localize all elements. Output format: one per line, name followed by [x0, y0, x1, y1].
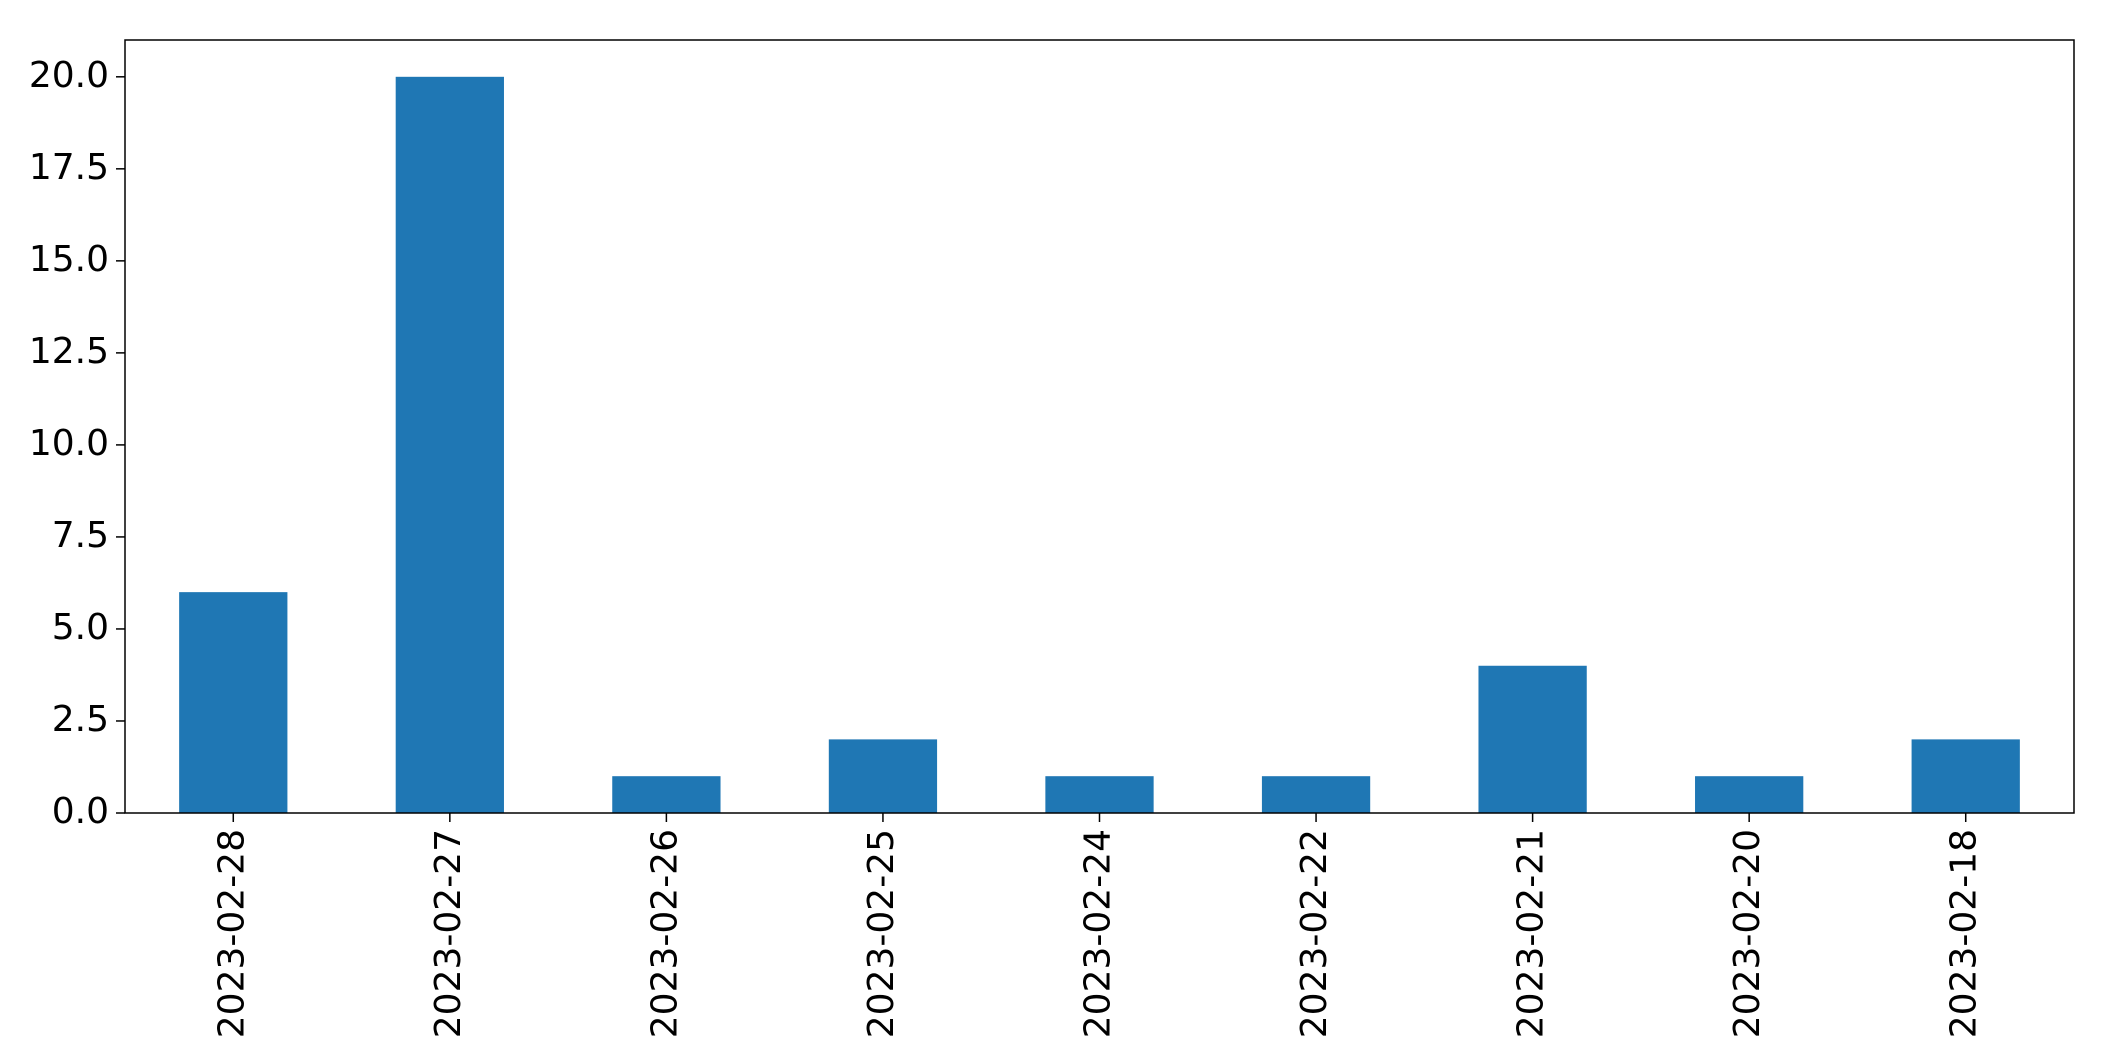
x-tick-label: 2023-02-20: [1727, 829, 1768, 1038]
x-tick-label: 2023-02-25: [861, 829, 902, 1038]
y-tick-label: 20.0: [29, 55, 109, 96]
bar: [395, 76, 504, 814]
bar: [1478, 665, 1587, 813]
x-tick-label: 2023-02-28: [211, 829, 252, 1038]
y-tick-label: 12.5: [29, 331, 109, 372]
x-tick-label: 2023-02-18: [1944, 829, 1985, 1038]
bar: [179, 592, 288, 813]
bar: [612, 776, 721, 813]
x-tick-label: 2023-02-21: [1511, 829, 1552, 1038]
y-tick-label: 5.0: [52, 607, 109, 648]
y-tick-label: 7.5: [52, 515, 109, 556]
y-tick-label: 0.0: [52, 791, 109, 832]
y-tick-label: 15.0: [29, 239, 109, 280]
x-tick-label: 2023-02-26: [644, 829, 685, 1038]
y-tick-label: 17.5: [29, 147, 109, 188]
bar: [1911, 739, 2020, 813]
bar: [828, 739, 938, 813]
x-tick-label: 2023-02-24: [1078, 829, 1119, 1038]
plot-frame: [124, 39, 2075, 814]
y-tick-label: 2.5: [52, 699, 109, 740]
bar: [1695, 776, 1804, 813]
x-tick-label: 2023-02-22: [1294, 829, 1335, 1038]
y-tick-label: 10.0: [29, 423, 109, 464]
bar: [1045, 776, 1154, 813]
bar: [1261, 776, 1371, 813]
x-tick-label: 2023-02-27: [428, 829, 469, 1038]
